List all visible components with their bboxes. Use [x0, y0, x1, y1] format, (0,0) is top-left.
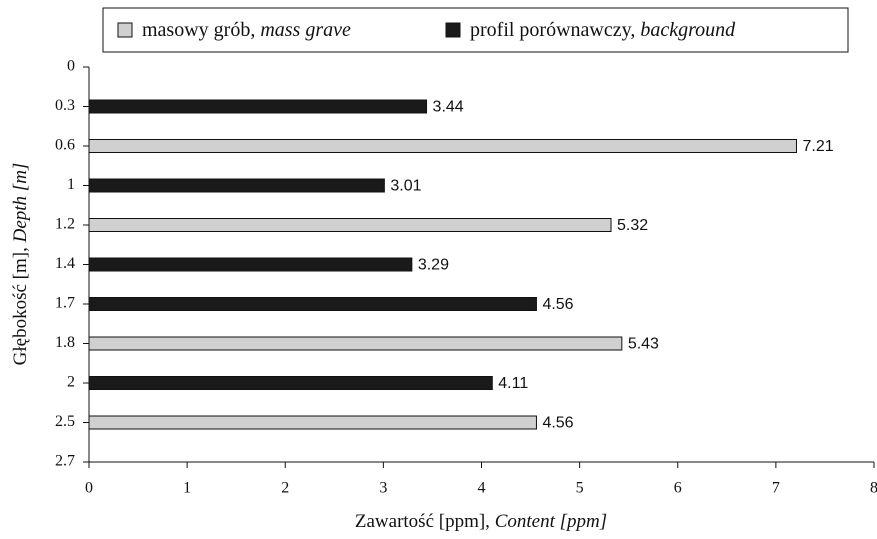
x-tick-label: 5 — [576, 480, 584, 497]
y-tick-label: 1.2 — [55, 216, 75, 233]
value-label: 4.56 — [542, 415, 573, 432]
y-tick-label: 2.7 — [55, 453, 75, 470]
value-label: 7.21 — [802, 138, 833, 155]
legend-label: masowy grób, mass grave — [142, 19, 351, 41]
x-tick-label: 0 — [85, 480, 93, 497]
y-tick-label: 1.7 — [55, 295, 75, 312]
value-label: 3.01 — [390, 178, 421, 195]
x-tick-label: 7 — [772, 480, 780, 497]
value-label: 5.43 — [628, 336, 659, 353]
y-tick-label: 1.4 — [55, 255, 75, 272]
bar — [88, 297, 537, 311]
bar — [88, 178, 385, 193]
bar — [88, 218, 612, 232]
value-label: 3.44 — [433, 99, 464, 116]
y-tick-label: 0.6 — [55, 137, 75, 154]
y-tick-label: 0 — [67, 58, 75, 75]
x-axis-label: Zawartość [ppm], Content [ppm] — [355, 511, 607, 532]
bar — [88, 257, 413, 272]
y-tick-label: 1.8 — [55, 334, 75, 351]
x-tick-label: 3 — [379, 480, 387, 497]
value-label: 4.11 — [498, 375, 528, 392]
value-label: 3.29 — [418, 257, 449, 274]
x-tick-label: 1 — [183, 480, 191, 497]
bar — [88, 99, 428, 114]
legend-box — [102, 7, 849, 53]
legend-label: profil porównawczy, background — [470, 19, 736, 41]
y-tick-label: 0.3 — [55, 97, 75, 114]
bar — [88, 336, 623, 351]
x-tick-label: 6 — [674, 480, 682, 497]
y-tick-label: 1 — [67, 176, 75, 193]
y-tick-label: 2 — [67, 374, 75, 391]
value-label: 4.56 — [542, 296, 573, 313]
x-tick-label: 8 — [870, 480, 877, 497]
x-tick-label: 4 — [478, 480, 486, 497]
bar — [88, 415, 537, 430]
value-label: 5.32 — [617, 217, 648, 234]
y-tick-label: 2.5 — [55, 413, 75, 430]
y-axis-label: Głębokość [m], Depth [m] — [10, 163, 31, 366]
legend-swatch — [445, 22, 461, 38]
legend-swatch — [117, 22, 133, 38]
x-tick-label: 2 — [281, 480, 289, 497]
bar — [88, 376, 493, 390]
bar — [88, 139, 797, 153]
